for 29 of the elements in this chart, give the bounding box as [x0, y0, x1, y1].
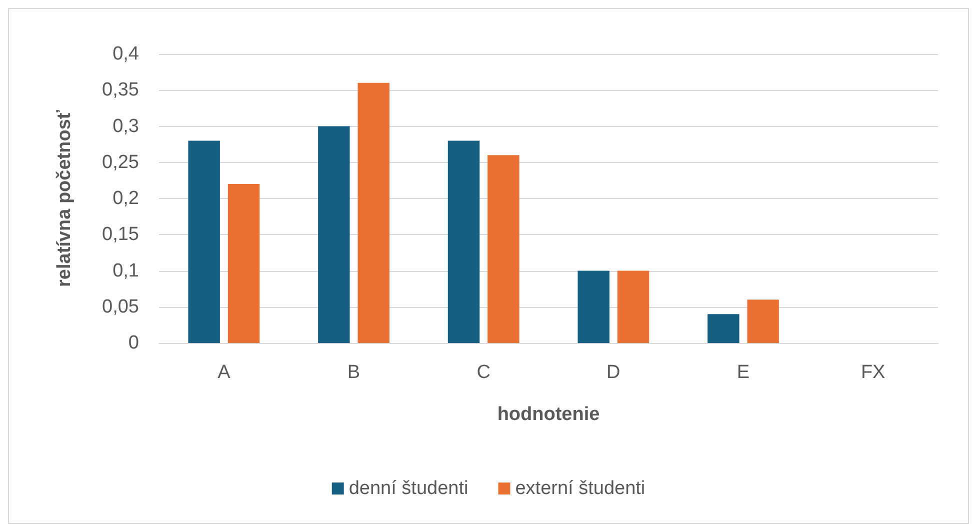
y-tick-label: 0,4: [112, 44, 140, 64]
bar: [358, 82, 390, 343]
bar: [228, 184, 260, 343]
y-tick-label: 0,35: [102, 80, 139, 101]
y-tick-label: 0,1: [112, 260, 139, 282]
bar: [488, 155, 520, 343]
bar: [578, 270, 610, 343]
x-tick-label: D: [606, 362, 620, 383]
legend-label: denní študenti: [348, 478, 468, 499]
y-tick-label: 0,25: [102, 152, 139, 173]
x-tick-label: E: [736, 362, 750, 383]
bar: [617, 270, 650, 343]
bar: [708, 314, 740, 343]
x-axis-title: hodnotenie: [497, 404, 600, 425]
x-tick-label: C: [476, 362, 490, 383]
bar: [448, 140, 480, 343]
y-tick-label: 0,3: [112, 116, 139, 137]
legend-label: externí študenti: [515, 478, 646, 499]
bar: [318, 126, 350, 343]
y-tick-label: 0,05: [102, 296, 139, 318]
bar: [747, 300, 779, 343]
y-axis-title: relatívna početnosť: [54, 109, 75, 287]
bar: [188, 140, 220, 343]
y-tick-label: 0,2: [112, 188, 139, 209]
y-tick-label: 0: [128, 332, 139, 354]
y-tick-label: 0,15: [102, 224, 139, 246]
x-tick-label: FX: [860, 362, 886, 383]
x-tick-label: A: [218, 362, 231, 383]
x-tick-label: B: [347, 362, 360, 383]
